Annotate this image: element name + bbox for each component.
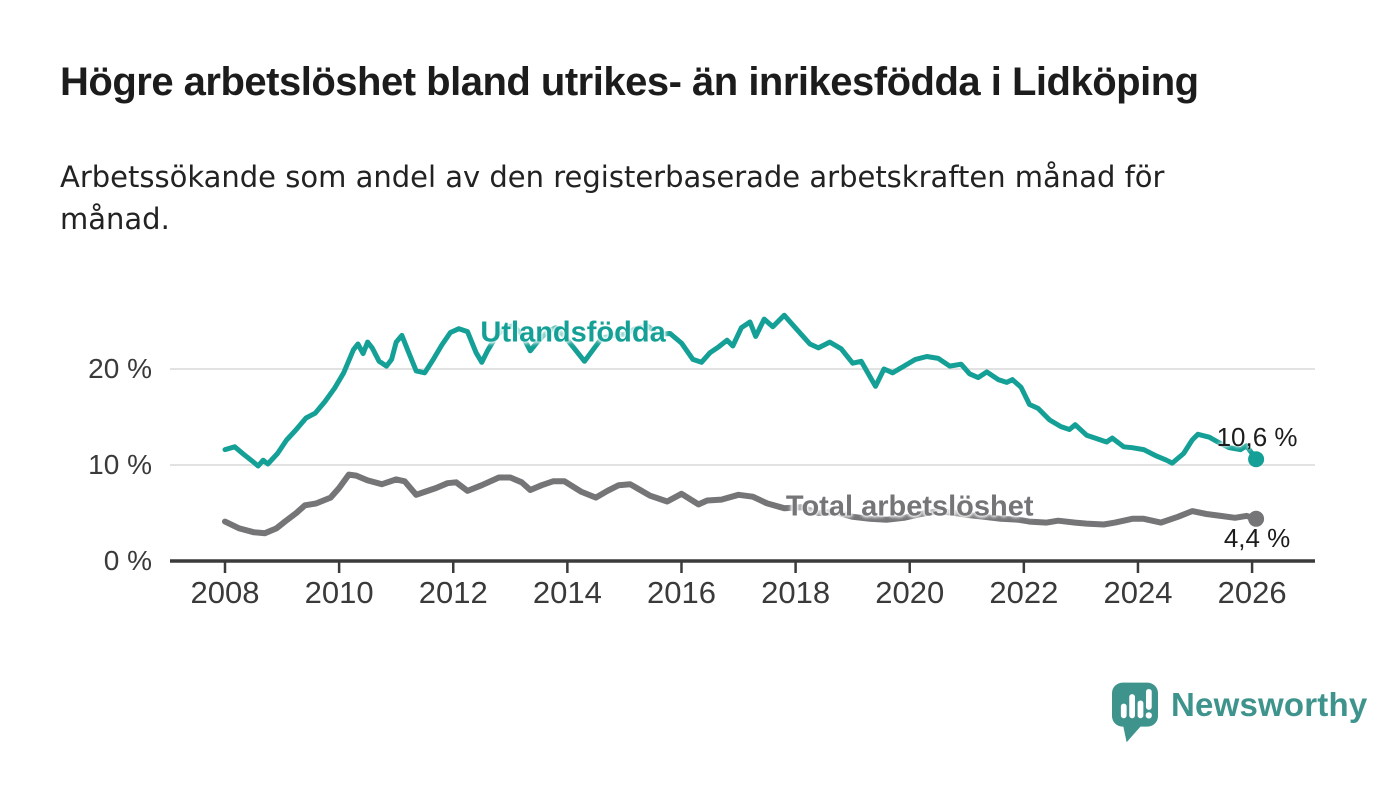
series-end-value-0: 10,6 % [1216,422,1298,453]
chart-subtitle: Arbetssökande som andel av den registerb… [60,156,1320,240]
y-axis-label-20: 20 % [88,353,152,384]
y-axis-label-10: 10 % [88,449,152,480]
x-axis-label-2008: 2008 [190,575,260,610]
series-line-0 [222,312,1259,469]
series-end-dot-1 [1248,510,1265,527]
chart-subtitle-line2: månad. [60,202,170,236]
newsworthy-logo-icon [1112,682,1158,749]
y-axis-label-0: 0 % [103,545,152,576]
series-line-1 [222,471,1260,537]
x-axis-label-2014: 2014 [532,575,602,610]
series-label-1: Total arbetslöshet [785,490,1034,523]
x-axis-label-2022: 2022 [989,575,1059,610]
x-axis-label-2026: 2026 [1217,575,1287,610]
series-end-dot-0 [1248,451,1265,468]
x-axis-label-2018: 2018 [761,575,831,610]
x-axis-label-2024: 2024 [1103,575,1173,610]
x-axis-label-2020: 2020 [875,575,945,610]
newsworthy-logo: Newsworthy [1112,682,1367,749]
series-end-value-1: 4,4 % [1223,522,1291,553]
x-axis-label-2010: 2010 [304,575,374,610]
x-axis-label-2012: 2012 [418,575,488,610]
series-label-0: Utlandsfödda [480,316,666,349]
chart-subtitle-line1: Arbetssökande som andel av den registerb… [60,160,1165,194]
x-axis-label-2016: 2016 [646,575,716,610]
chart-title: Högre arbetslöshet bland utrikes- än inr… [60,60,1199,104]
newsworthy-logo-text: Newsworthy [1171,686,1368,723]
